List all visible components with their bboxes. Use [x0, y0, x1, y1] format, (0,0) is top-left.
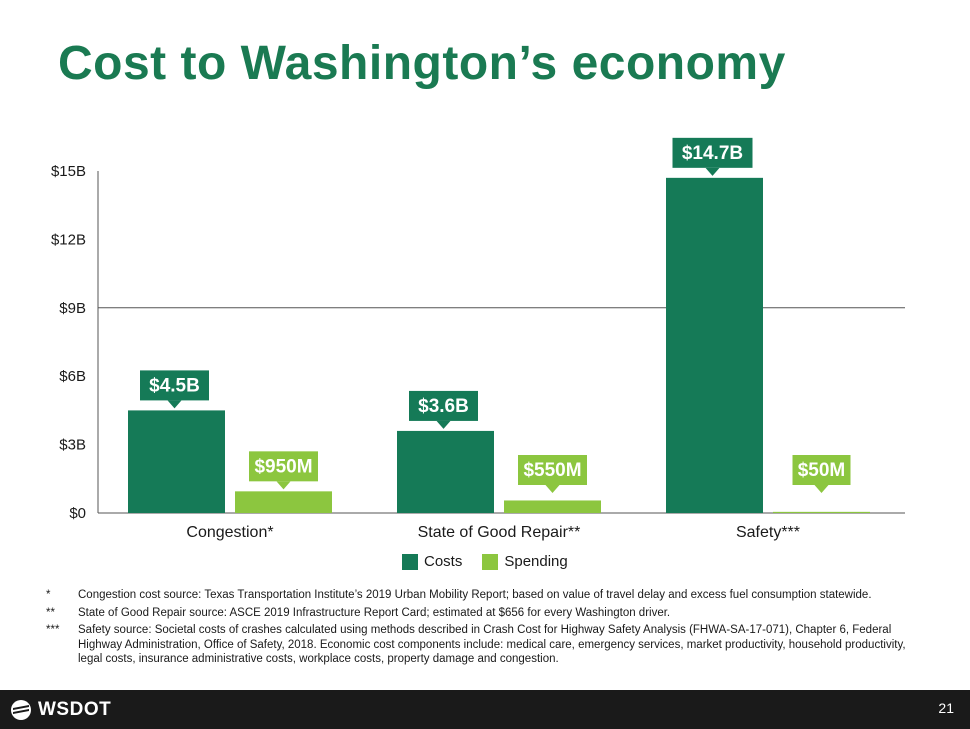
- bar-spending: [504, 500, 601, 513]
- wsdot-logo: WSDOT: [10, 699, 111, 721]
- data-label-pointer: [705, 167, 720, 176]
- legend-label-spending: Spending: [504, 553, 568, 570]
- data-label: $3.6B: [418, 396, 469, 417]
- page-number: 21: [938, 700, 954, 716]
- legend-item-costs: Costs: [402, 553, 462, 570]
- bar-spending: [773, 511, 870, 513]
- y-tick-label: $9B: [59, 300, 86, 317]
- y-tick-label: $3B: [59, 437, 86, 454]
- y-tick-label: $15B: [51, 163, 86, 180]
- legend-item-spending: Spending: [482, 553, 568, 570]
- data-label: $50M: [798, 460, 846, 481]
- footnote-mark: **: [46, 606, 55, 619]
- data-label: $550M: [523, 460, 581, 481]
- footnote-safety: *** Safety source: Societal costs of cra…: [46, 623, 926, 667]
- footnote-text: State of Good Repair source: ASCE 2019 I…: [78, 606, 671, 619]
- y-tick-label: $0: [69, 505, 86, 522]
- footnote-text: Congestion cost source: Texas Transporta…: [78, 589, 872, 601]
- legend-label-costs: Costs: [424, 553, 463, 570]
- data-label: $14.7B: [682, 143, 743, 164]
- data-label-pointer: [167, 400, 182, 409]
- data-label-pointer: [545, 485, 560, 493]
- bar-costs: [128, 410, 225, 513]
- page-title: Cost to Washington’s economy: [58, 37, 786, 90]
- data-label: $950M: [254, 456, 312, 477]
- data-label: $4.5B: [149, 375, 200, 396]
- footnote-state-of-good-repair: ** State of Good Repair source: ASCE 201…: [46, 606, 926, 621]
- footnote-mark: ***: [46, 624, 60, 636]
- data-label-box: [792, 455, 851, 485]
- footnote-congestion: * Congestion cost source: Texas Transpor…: [46, 588, 926, 603]
- wsdot-logo-icon: [11, 700, 31, 720]
- bar-costs: [666, 177, 763, 513]
- legend-swatch-spending: [482, 553, 499, 570]
- data-label-box: [249, 451, 318, 482]
- data-label-box: [672, 137, 753, 168]
- y-tick-label: $12B: [51, 231, 86, 248]
- data-label-pointer: [814, 485, 829, 493]
- footnote-mark: *: [46, 589, 51, 601]
- footer-bar: WSDOT 21: [0, 690, 970, 729]
- chart-legend: Costs Spending: [402, 553, 568, 570]
- data-label-box: [409, 390, 478, 421]
- data-label-pointer: [436, 420, 451, 429]
- category-label: Safety***: [736, 524, 800, 541]
- bar-chart: $0 $3B $6B $9B $12B $15B $4.5B $950M Congestion*…: [51, 137, 905, 541]
- category-label: State of Good Repair**: [418, 524, 581, 541]
- wsdot-logo-text: WSDOT: [38, 699, 112, 720]
- footnote-text: Safety source: Societal costs of crashes…: [78, 624, 906, 665]
- legend-swatch-costs: [402, 553, 418, 570]
- data-label-box: [140, 370, 209, 401]
- category-label: Congestion*: [186, 524, 273, 541]
- footnotes: * Congestion cost source: Texas Transpor…: [46, 588, 926, 670]
- y-tick-label: $6B: [59, 368, 86, 385]
- data-label-box: [518, 455, 587, 485]
- bar-spending: [235, 491, 332, 513]
- data-label-pointer: [276, 481, 291, 490]
- bar-costs: [397, 430, 494, 513]
